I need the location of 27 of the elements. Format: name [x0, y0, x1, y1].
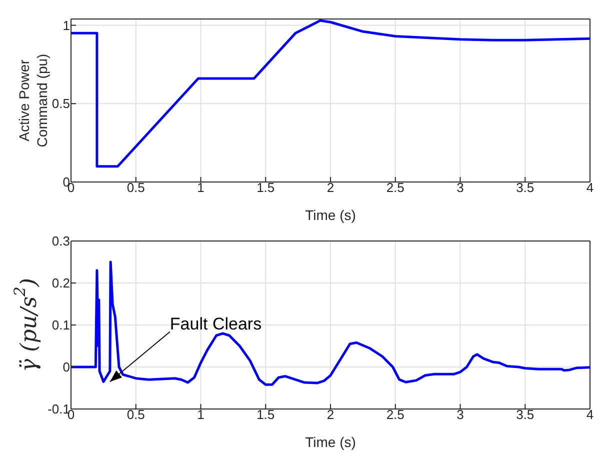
x-tick-label: 3	[456, 407, 464, 422]
y-tick-label: 1	[62, 18, 70, 33]
x-tick-label: 1.5	[256, 180, 275, 196]
x-tick-label: 0.5	[126, 407, 145, 422]
annotation: Fault Clears	[170, 314, 262, 334]
y-tick-label: 0	[62, 360, 70, 375]
y-tick-label: 0.1	[52, 318, 70, 333]
x-tick-label: 3.5	[516, 180, 534, 196]
x-tick-label: 1	[197, 180, 204, 196]
x-tick-label: 2.5	[386, 180, 404, 196]
x-tick-label: 2.5	[386, 407, 404, 422]
y-axis-title: Active Power Command (pu)	[16, 54, 50, 148]
x-tick-label: 2	[326, 407, 334, 422]
y-tick-label: 0.3	[52, 234, 70, 249]
x-tick-label: 0.5	[126, 180, 145, 196]
x-tick-label: 3	[456, 180, 464, 196]
x-tick-label: 3.5	[516, 407, 534, 422]
x-tick-label: 1	[197, 407, 204, 422]
y-tick-label: 0.2	[52, 276, 70, 291]
line-series	[71, 260, 590, 386]
y-tick-label: 0.5	[52, 96, 70, 112]
x-tick-label: 1.5	[256, 407, 275, 422]
x-tick-label: 4	[586, 180, 594, 196]
x-tick-label: 2	[326, 180, 334, 196]
x-tick-label: 4	[586, 407, 594, 422]
x-axis-title: Time (s)	[305, 434, 356, 450]
x-axis-title: Time (s)	[305, 207, 356, 223]
